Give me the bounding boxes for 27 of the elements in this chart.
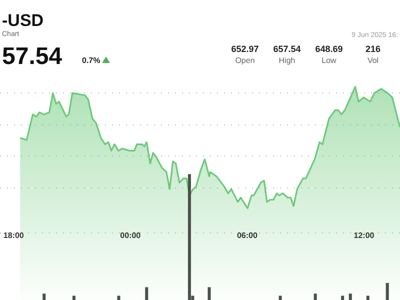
bar	[366, 296, 370, 300]
bar	[386, 282, 389, 300]
text: High	[278, 56, 296, 65]
text: 652.97	[231, 44, 259, 54]
x-tick-label: 18:00	[3, 231, 24, 240]
bar	[341, 296, 344, 300]
chart-title: -USD	[2, 11, 44, 30]
text: 216	[365, 44, 381, 54]
text: Open	[235, 56, 255, 65]
x-tick-label: 00:00	[120, 231, 142, 240]
text: Vol	[367, 56, 379, 65]
text: 0.7%	[82, 56, 100, 65]
bar	[117, 296, 120, 300]
text: Low	[322, 56, 337, 65]
bar	[42, 294, 46, 300]
text: 648.69	[315, 44, 343, 54]
bar	[314, 294, 317, 300]
text: 657.54	[273, 44, 301, 54]
bar	[208, 287, 211, 300]
bar	[188, 174, 191, 300]
text: 57.54	[2, 43, 63, 70]
x-tick-label: 06:00	[236, 231, 258, 240]
bar	[278, 296, 282, 300]
bar	[145, 287, 148, 300]
x-tick-label: 12:00	[354, 231, 375, 240]
bar	[348, 294, 352, 300]
bar	[72, 296, 76, 300]
